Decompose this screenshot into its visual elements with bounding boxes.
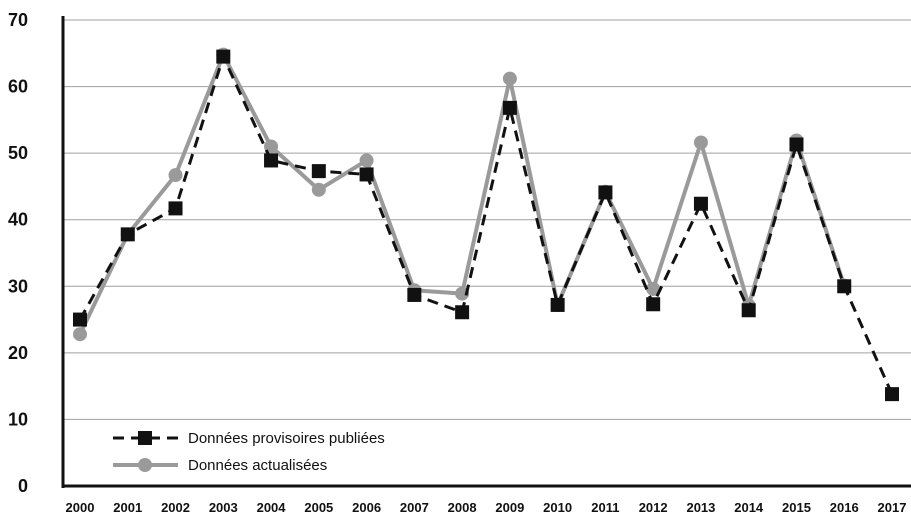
x-tick-label: 2010 <box>543 500 572 515</box>
legend-label-updated: Données actualisées <box>188 457 327 474</box>
x-tick-label: 2007 <box>400 500 429 515</box>
x-tick-label: 2005 <box>304 500 333 515</box>
data-point-provisional <box>550 297 565 312</box>
y-tick-label: 40 <box>8 210 28 230</box>
x-tick-label: 2011 <box>591 500 619 515</box>
y-tick-label: 30 <box>8 276 28 296</box>
legend-label-provisional: Données provisoires publiées <box>188 430 385 447</box>
data-point-updated <box>646 281 661 296</box>
x-tick-label: 2016 <box>830 500 859 515</box>
y-tick-label: 60 <box>8 77 28 97</box>
data-point-provisional <box>120 227 135 242</box>
data-point-provisional <box>73 312 87 327</box>
x-tick-label: 2000 <box>66 500 95 515</box>
y-tick-label: 0 <box>18 476 28 496</box>
x-tick-label: 2014 <box>734 500 764 515</box>
data-point-provisional <box>264 153 279 168</box>
data-point-provisional <box>311 164 326 179</box>
x-tick-label: 2009 <box>495 500 524 515</box>
x-tick-label: 2015 <box>782 500 811 515</box>
y-axis-ticks: 0 10 20 30 40 50 60 70 <box>8 10 28 496</box>
x-tick-label: 2001 <box>113 500 142 515</box>
x-tick-label: 2003 <box>209 500 238 515</box>
series-layer <box>73 47 899 402</box>
legend: Données provisoires publiées Données act… <box>113 430 385 474</box>
data-point-provisional <box>837 279 852 294</box>
gridlines <box>63 19 911 420</box>
legend-marker-provisional <box>138 431 152 445</box>
data-point-provisional <box>502 100 517 115</box>
data-point-updated <box>502 71 517 86</box>
series-provisional <box>73 49 899 402</box>
data-point-provisional <box>168 201 183 216</box>
data-point-updated <box>693 135 708 150</box>
data-point-updated <box>359 153 374 168</box>
axes <box>61 16 911 488</box>
data-point-provisional <box>455 305 470 320</box>
x-tick-label: 2013 <box>686 500 715 515</box>
data-point-updated <box>311 182 326 197</box>
legend-marker-updated <box>138 458 152 472</box>
data-point-provisional <box>598 185 613 200</box>
data-point-provisional <box>216 49 231 64</box>
y-tick-label: 70 <box>8 10 28 30</box>
data-point-provisional <box>646 297 661 312</box>
data-point-updated <box>455 286 470 301</box>
x-tick-label: 2012 <box>639 500 668 515</box>
x-tick-label: 2002 <box>161 500 190 515</box>
x-tick-label: 2006 <box>352 500 381 515</box>
data-point-provisional <box>407 287 422 302</box>
y-tick-label: 10 <box>8 409 28 429</box>
data-point-provisional <box>741 303 756 318</box>
series-updated <box>73 47 852 342</box>
x-axis-ticks: 2000 2001 2002 2003 2004 2005 2006 2007 2008 2009… <box>66 500 907 515</box>
x-tick-label: 2004 <box>257 500 287 515</box>
data-point-provisional <box>359 167 374 182</box>
y-tick-label: 50 <box>8 143 28 163</box>
data-point-updated <box>168 168 183 183</box>
x-tick-label: 2017 <box>878 500 907 515</box>
data-point-updated <box>73 327 87 342</box>
data-point-provisional <box>693 196 708 211</box>
x-tick-label: 2008 <box>448 500 477 515</box>
y-tick-label: 20 <box>8 343 28 363</box>
data-point-provisional <box>885 387 899 402</box>
data-point-provisional <box>789 137 804 152</box>
